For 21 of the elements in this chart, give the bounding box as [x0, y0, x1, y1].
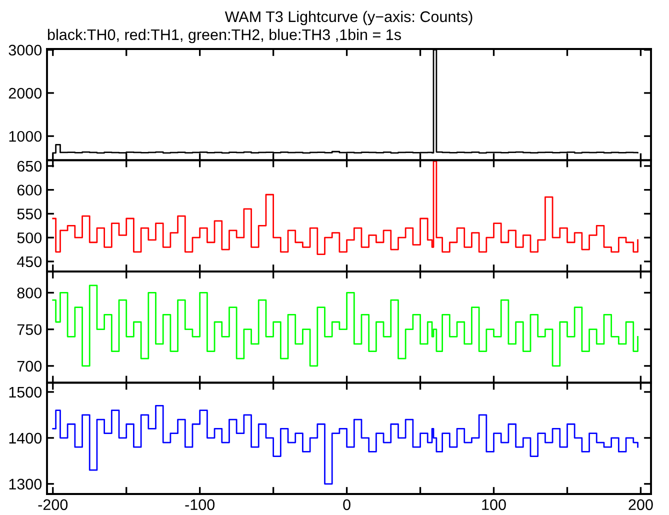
y-tick-label: 450	[17, 256, 42, 268]
x-tick-label: 100	[482, 499, 506, 510]
y-tick-label: 1500	[9, 386, 42, 398]
y-tick-label: 750	[17, 324, 42, 336]
y-tick-label: 550	[17, 208, 42, 220]
y-tick-label: 1000	[9, 130, 42, 142]
y-tick-label: 600	[17, 184, 42, 196]
y-tick-label: 1300	[9, 478, 42, 490]
y-tick-label: 1400	[9, 432, 42, 444]
x-tick-label: -100	[185, 499, 215, 510]
y-tick-label: 3000	[8, 44, 42, 56]
x-tick-label: -200	[38, 499, 68, 510]
chart-title: WAM T3 Lightcurve (y−axis: Counts)	[224, 10, 472, 26]
y-tick-label: 2000	[8, 88, 42, 99]
y-tick-label: 800	[17, 288, 42, 298]
y-tick-label: 700	[17, 360, 42, 372]
x-tick-label: 200	[628, 499, 653, 510]
chart-subtitle: black:TH0, red:TH1, green:TH2, blue:TH3 ,1bin = 1s	[48, 28, 401, 44]
y-tick-label: 650	[17, 160, 42, 172]
x-tick-label: 0	[343, 499, 350, 510]
y-tick-label: 500	[17, 232, 42, 244]
